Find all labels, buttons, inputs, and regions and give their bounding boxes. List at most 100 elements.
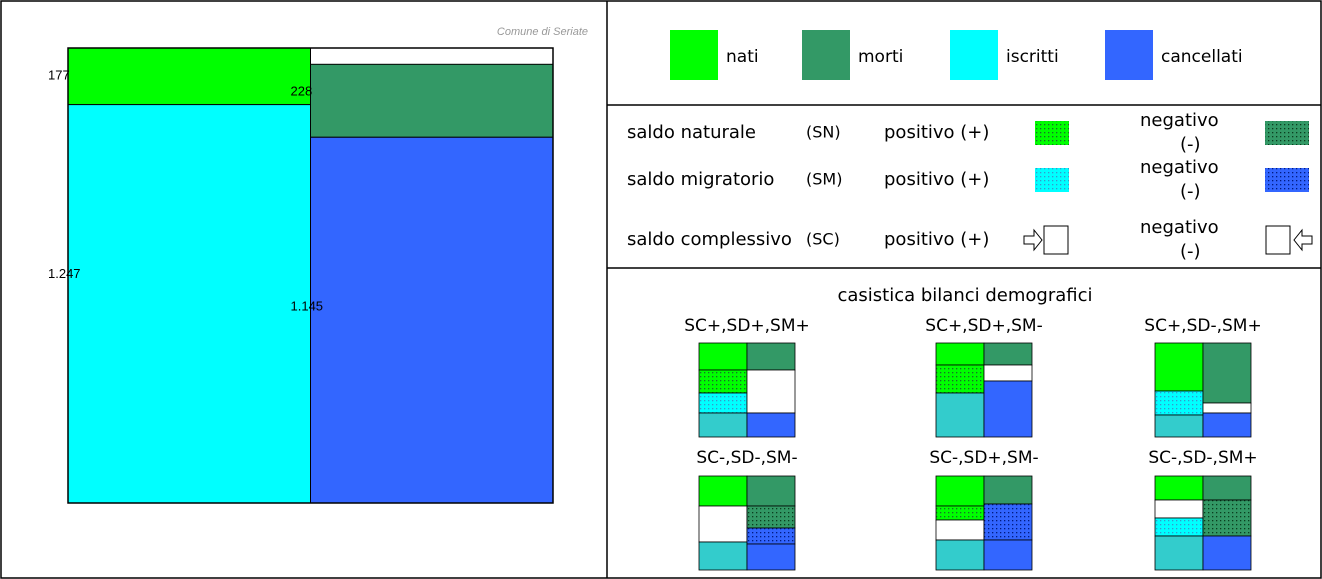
chart: 1.247 177 1.145 228 <box>48 47 554 504</box>
case-segment <box>698 541 748 571</box>
case-segment <box>1202 412 1252 438</box>
case-segment <box>983 539 1033 571</box>
bar-segment <box>67 104 311 504</box>
case-segment <box>698 475 748 507</box>
data-label: 228 <box>291 84 313 99</box>
data-label: 1.145 <box>291 299 324 314</box>
key-positive: positivo (+) <box>884 229 989 250</box>
case-segment <box>935 539 985 571</box>
bar-segment <box>67 47 311 106</box>
key-negative-line: (-) <box>1180 241 1201 262</box>
case-segment <box>935 505 985 521</box>
case-segment <box>746 505 796 529</box>
mask <box>876 115 1026 151</box>
case-segment <box>983 475 1033 505</box>
cases: SC+,SD+,SM+ SC+,SD+,SM- SC+,SD-,SM+ SC-,SD-… <box>684 316 1262 571</box>
case-segment <box>1154 342 1204 392</box>
mask <box>876 162 1026 198</box>
legend-swatch <box>1105 30 1153 80</box>
key-positive: positivo (+) <box>884 169 989 190</box>
key-negative-line: negativo <box>1140 157 1219 178</box>
case-segment <box>935 392 985 438</box>
case-segment <box>1202 402 1252 414</box>
key-negative: negativo (-) <box>1140 217 1219 262</box>
key-abbr: (SN) <box>806 123 841 142</box>
case-segment <box>1154 414 1204 438</box>
case-segment <box>698 369 748 394</box>
case-segment <box>983 380 1033 438</box>
case-segment <box>1154 535 1204 571</box>
legend-label: iscritti <box>1006 47 1059 67</box>
case-label: SC+,SD-,SM+ <box>1144 316 1261 336</box>
bar-segment <box>310 136 554 504</box>
legend-swatch <box>802 30 850 80</box>
key-icon <box>1043 225 1069 255</box>
case-segment <box>1202 475 1252 501</box>
case-segment <box>746 543 796 571</box>
case-segment <box>1154 475 1204 501</box>
case-segment <box>1202 535 1252 571</box>
key-negative: negativo (-) <box>1140 110 1219 155</box>
bar-segment <box>310 63 554 138</box>
case-segment <box>1154 517 1204 537</box>
case-label: SC-,SD+,SM- <box>929 448 1038 468</box>
legend: nati morti iscritti cancellati <box>670 30 1243 80</box>
plot-frame <box>67 47 554 504</box>
key-negative-line: (-) <box>1180 181 1201 202</box>
legend-label: cancellati <box>1161 47 1243 67</box>
key-arrow <box>1023 228 1043 252</box>
case-segment <box>746 527 796 545</box>
key-label: saldo migratorio <box>627 169 774 190</box>
legend-label: nati <box>726 47 759 67</box>
case-segment <box>698 412 748 438</box>
case-segment <box>1202 499 1252 537</box>
legend-key: saldo naturale (SN) positivo (+)negativo (-… <box>627 110 1313 262</box>
case-segment <box>1154 390 1204 416</box>
case-segment <box>746 475 796 507</box>
legend-swatch <box>950 30 998 80</box>
key-icon <box>1265 225 1291 255</box>
key-abbr: (SC) <box>806 230 840 249</box>
key-arrow <box>1293 228 1313 252</box>
case-segment <box>983 364 1033 382</box>
legend-swatch <box>670 30 718 80</box>
case-segment <box>935 519 985 541</box>
case-segment <box>983 503 1033 541</box>
case-segment <box>698 392 748 414</box>
case-segment <box>1154 499 1204 519</box>
case-segment <box>935 364 985 394</box>
key-label: saldo naturale <box>627 122 756 143</box>
case-segment <box>935 342 985 366</box>
case-segment <box>746 369 796 414</box>
case-segment <box>698 342 748 371</box>
cases-title: casistica bilanci demografici <box>837 285 1092 306</box>
key-swatch <box>1265 121 1309 145</box>
case-label: SC+,SD+,SM+ <box>684 316 810 336</box>
case-segment <box>935 475 985 507</box>
key-abbr: (SM) <box>806 170 842 189</box>
key-label: saldo complessivo <box>627 229 792 250</box>
legend-label: morti <box>858 47 903 67</box>
case-segment <box>1202 342 1252 404</box>
case-segment <box>698 505 748 543</box>
key-swatch <box>1035 168 1069 192</box>
case-segment <box>746 342 796 371</box>
key-swatch <box>1265 168 1309 192</box>
case-segment <box>746 412 796 438</box>
mask <box>876 222 1026 258</box>
source: Comune di Seriate <box>497 26 588 38</box>
key-negative-line: negativo <box>1140 217 1219 238</box>
data-label: 1.247 <box>48 266 81 281</box>
key-negative-line: (-) <box>1180 134 1201 155</box>
case-label: SC-,SD-,SM+ <box>1148 448 1257 468</box>
key-negative: negativo (-) <box>1140 157 1219 202</box>
case-label: SC-,SD-,SM- <box>696 448 797 468</box>
key-negative-line: negativo <box>1140 110 1219 131</box>
key-positive: positivo (+) <box>884 122 989 143</box>
case-label: SC+,SD+,SM- <box>925 316 1042 336</box>
key-swatch <box>1035 121 1069 145</box>
case-segment <box>983 342 1033 366</box>
